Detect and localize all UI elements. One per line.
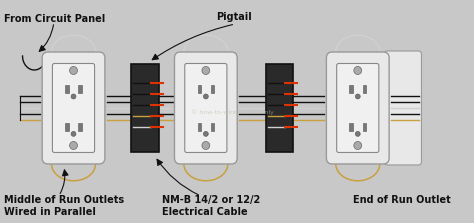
Bar <box>65 123 69 131</box>
Text: Pigtail: Pigtail <box>216 12 251 22</box>
Bar <box>363 123 366 131</box>
Circle shape <box>354 141 362 149</box>
Circle shape <box>71 94 76 99</box>
Bar <box>265 64 293 152</box>
FancyBboxPatch shape <box>327 52 389 164</box>
Circle shape <box>70 66 77 74</box>
Circle shape <box>70 141 77 149</box>
FancyBboxPatch shape <box>42 52 105 164</box>
Text: Middle of Run Outlets
Wired in Parallel: Middle of Run Outlets Wired in Parallel <box>4 195 124 217</box>
Bar <box>198 123 201 131</box>
Bar <box>349 123 353 131</box>
Circle shape <box>356 131 360 136</box>
Circle shape <box>202 66 210 74</box>
Bar <box>131 64 159 152</box>
FancyBboxPatch shape <box>185 64 227 153</box>
FancyBboxPatch shape <box>337 64 379 153</box>
FancyBboxPatch shape <box>174 52 237 164</box>
Bar <box>363 85 366 93</box>
Circle shape <box>202 141 210 149</box>
Bar <box>65 85 69 93</box>
Bar <box>349 85 353 93</box>
Bar <box>211 85 214 93</box>
Text: End of Run Outlet: End of Run Outlet <box>353 195 451 205</box>
Bar <box>211 123 214 131</box>
Bar <box>198 85 201 93</box>
Circle shape <box>71 131 76 136</box>
Bar <box>78 85 82 93</box>
Circle shape <box>356 94 360 99</box>
Text: NM-B 14/2 or 12/2
Electrical Cable: NM-B 14/2 or 12/2 Electrical Cable <box>162 195 260 217</box>
Text: From Circuit Panel: From Circuit Panel <box>4 14 105 24</box>
Text: © how-to-wire-it.com only: © how-to-wire-it.com only <box>191 109 274 115</box>
Bar <box>78 123 82 131</box>
FancyBboxPatch shape <box>384 51 421 165</box>
Circle shape <box>203 94 208 99</box>
FancyBboxPatch shape <box>53 64 95 153</box>
Circle shape <box>203 131 208 136</box>
Circle shape <box>354 66 362 74</box>
